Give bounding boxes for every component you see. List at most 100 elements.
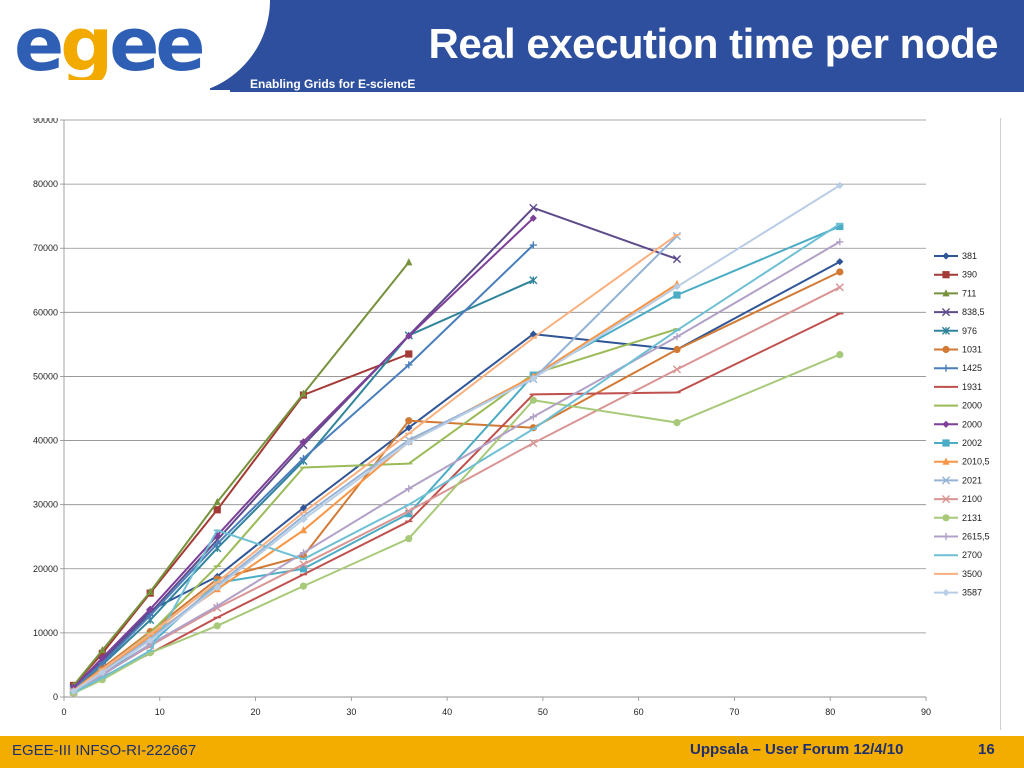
logo-wordmark: egee [14, 10, 202, 80]
logo-background [0, 0, 270, 95]
y-tick-label: 60000 [33, 307, 58, 317]
legend-label: 3500 [962, 569, 982, 579]
data-point [213, 506, 221, 514]
data-point [529, 374, 537, 382]
data-point [404, 506, 413, 516]
footer-band [0, 736, 1024, 768]
x-tick-label: 10 [155, 707, 165, 717]
data-point [299, 560, 308, 569]
y-tick-label: 70000 [33, 243, 58, 253]
data-point [405, 438, 413, 447]
data-point [299, 526, 308, 534]
data-point [213, 583, 221, 591]
series-line-1031 [72, 270, 841, 691]
data-point [405, 417, 413, 425]
x-tick-label: 70 [729, 707, 739, 717]
legend-swatch-marker [942, 252, 950, 260]
legend-label: 2010,5 [962, 457, 990, 467]
data-point [213, 497, 221, 506]
legend-label: 3587 [962, 588, 982, 598]
series-line-390 [72, 353, 410, 687]
footer-event: Uppsala – User Forum 12/4/10 [690, 741, 904, 758]
data-point [836, 238, 844, 246]
x-tick-label: 0 [61, 707, 66, 717]
series-line-1931 [73, 312, 841, 693]
data-point [98, 669, 106, 677]
legend-swatch-marker [942, 289, 950, 297]
slide-subtitle: Enabling Grids for E-sciencE [250, 77, 416, 91]
series-line-3500 [73, 233, 678, 692]
data-point [213, 540, 221, 548]
data-point [529, 396, 537, 404]
logo-letter: e [155, 10, 202, 80]
series-line-838-5 [72, 206, 678, 689]
data-point [405, 258, 413, 266]
legend-label: 2131 [962, 513, 982, 523]
x-tick-label: 50 [538, 707, 548, 717]
legend-swatch-marker [942, 439, 950, 447]
data-point [836, 268, 844, 276]
legend-label: 390 [962, 270, 977, 280]
y-tick-label: 20000 [33, 564, 58, 574]
x-tick-label: 90 [921, 707, 931, 717]
data-point [529, 413, 537, 421]
legend-swatch-marker [942, 514, 950, 522]
legend-swatch-marker [942, 532, 950, 541]
data-point [529, 214, 537, 222]
legend-label: 1425 [962, 363, 982, 373]
line-chart: 0100002000030000400005000060000700008000… [33, 118, 990, 717]
data-point [836, 222, 844, 231]
data-point [146, 636, 154, 645]
legend-label: 2700 [962, 550, 982, 560]
header-sub-band [230, 76, 1024, 92]
legend-label: 2021 [962, 475, 982, 485]
series-line-2100 [73, 286, 841, 693]
y-tick-label: 40000 [33, 436, 58, 446]
data-point [146, 605, 154, 613]
series-line-976 [72, 279, 534, 691]
x-tick-label: 80 [825, 707, 835, 717]
egee-logo: egee [14, 10, 206, 80]
page-number: 16 [978, 741, 995, 758]
data-point [299, 549, 308, 557]
x-tick-label: 40 [442, 707, 452, 717]
y-tick-label: 50000 [33, 371, 58, 381]
legend-label: 2615,5 [962, 532, 990, 542]
data-point [405, 485, 413, 493]
data-point [836, 181, 844, 189]
x-tick-label: 60 [634, 707, 644, 717]
series-line-711 [72, 261, 410, 687]
data-point [672, 365, 682, 374]
data-point [69, 687, 78, 695]
chart-area: 0 10000 20000 30000 40000 50000 60000 70000 8000… [24, 118, 1001, 730]
legend-swatch-marker [942, 364, 950, 372]
series-line-2131 [73, 353, 841, 695]
data-point [836, 351, 844, 359]
legend-swatch-marker [942, 271, 950, 279]
series-line-3587 [73, 184, 841, 693]
legend-label: 2002 [962, 438, 982, 448]
data-point [405, 332, 413, 340]
data-point [299, 515, 308, 524]
legend-swatch-marker [942, 589, 950, 597]
data-point [299, 438, 308, 446]
legend-label: 381 [962, 251, 977, 261]
data-point [673, 419, 681, 427]
legend-label: 838,5 [962, 307, 985, 317]
legend-swatch-marker [941, 326, 951, 335]
data-point [299, 565, 308, 573]
data-point [98, 645, 106, 654]
data-point [213, 602, 221, 610]
y-tick-label: 30000 [33, 500, 58, 510]
data-point [213, 531, 221, 540]
y-tick-label: 0 [53, 692, 58, 702]
y-tick-label: 90000 [33, 118, 58, 125]
legend-swatch-marker [941, 476, 951, 485]
legend-label: 2100 [962, 494, 982, 504]
y-tick-label: 10000 [33, 628, 58, 638]
data-point [146, 611, 154, 620]
legend-label: 2000 [962, 401, 982, 411]
footer-project-id: EGEE-III INFSO-RI-222667 [12, 742, 197, 759]
header-band [210, 0, 1024, 90]
legend-swatch-marker [942, 457, 950, 465]
